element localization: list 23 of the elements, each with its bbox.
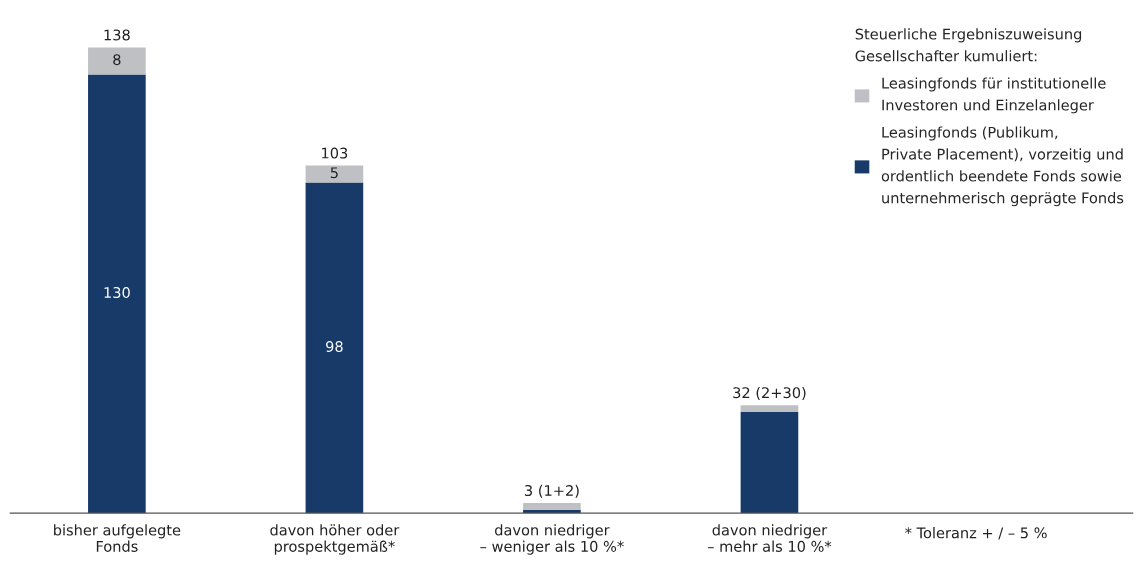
total-label: 103	[322, 147, 348, 159]
x-tick-label: bisher aufgelegte Fonds	[54, 524, 181, 552]
data-label: 130	[104, 287, 130, 299]
text: * Toleranz + / – 5 %	[905, 527, 1047, 540]
bar	[740, 411, 799, 514]
bar	[740, 405, 799, 412]
legend-label: Leasingfonds (Publikum, Private Placement), vorzeitig und ordentlich beendete Fonds sowie unternehmerisch geprägte Fonds	[881, 126, 1124, 207]
bar	[305, 165, 364, 183]
data-label: 8	[113, 54, 121, 66]
x-tick-label: davon niedriger – mehr als 10 %*	[707, 524, 832, 552]
legend-label: Leasingfonds für institutionelle Investoren und Einzelanleger	[882, 77, 1106, 114]
x-tick-label: davon niedriger – weniger als 10 %*	[480, 524, 624, 555]
data-label: 98	[326, 341, 343, 353]
total-label: 32 (2+30)	[733, 386, 806, 400]
x-tick-label: davon höher oder prospektgemäß*	[270, 524, 400, 555]
bar	[88, 74, 146, 514]
bar	[88, 47, 146, 75]
total-label: 138	[104, 29, 130, 41]
total-label: 3 (1+2)	[525, 484, 579, 498]
legend-title: Steuerliche Ergebniszuweisung Gesellschafter kumuliert:	[855, 28, 1082, 62]
data-label: 5	[330, 167, 338, 179]
bar	[523, 503, 581, 510]
bar	[305, 182, 364, 514]
